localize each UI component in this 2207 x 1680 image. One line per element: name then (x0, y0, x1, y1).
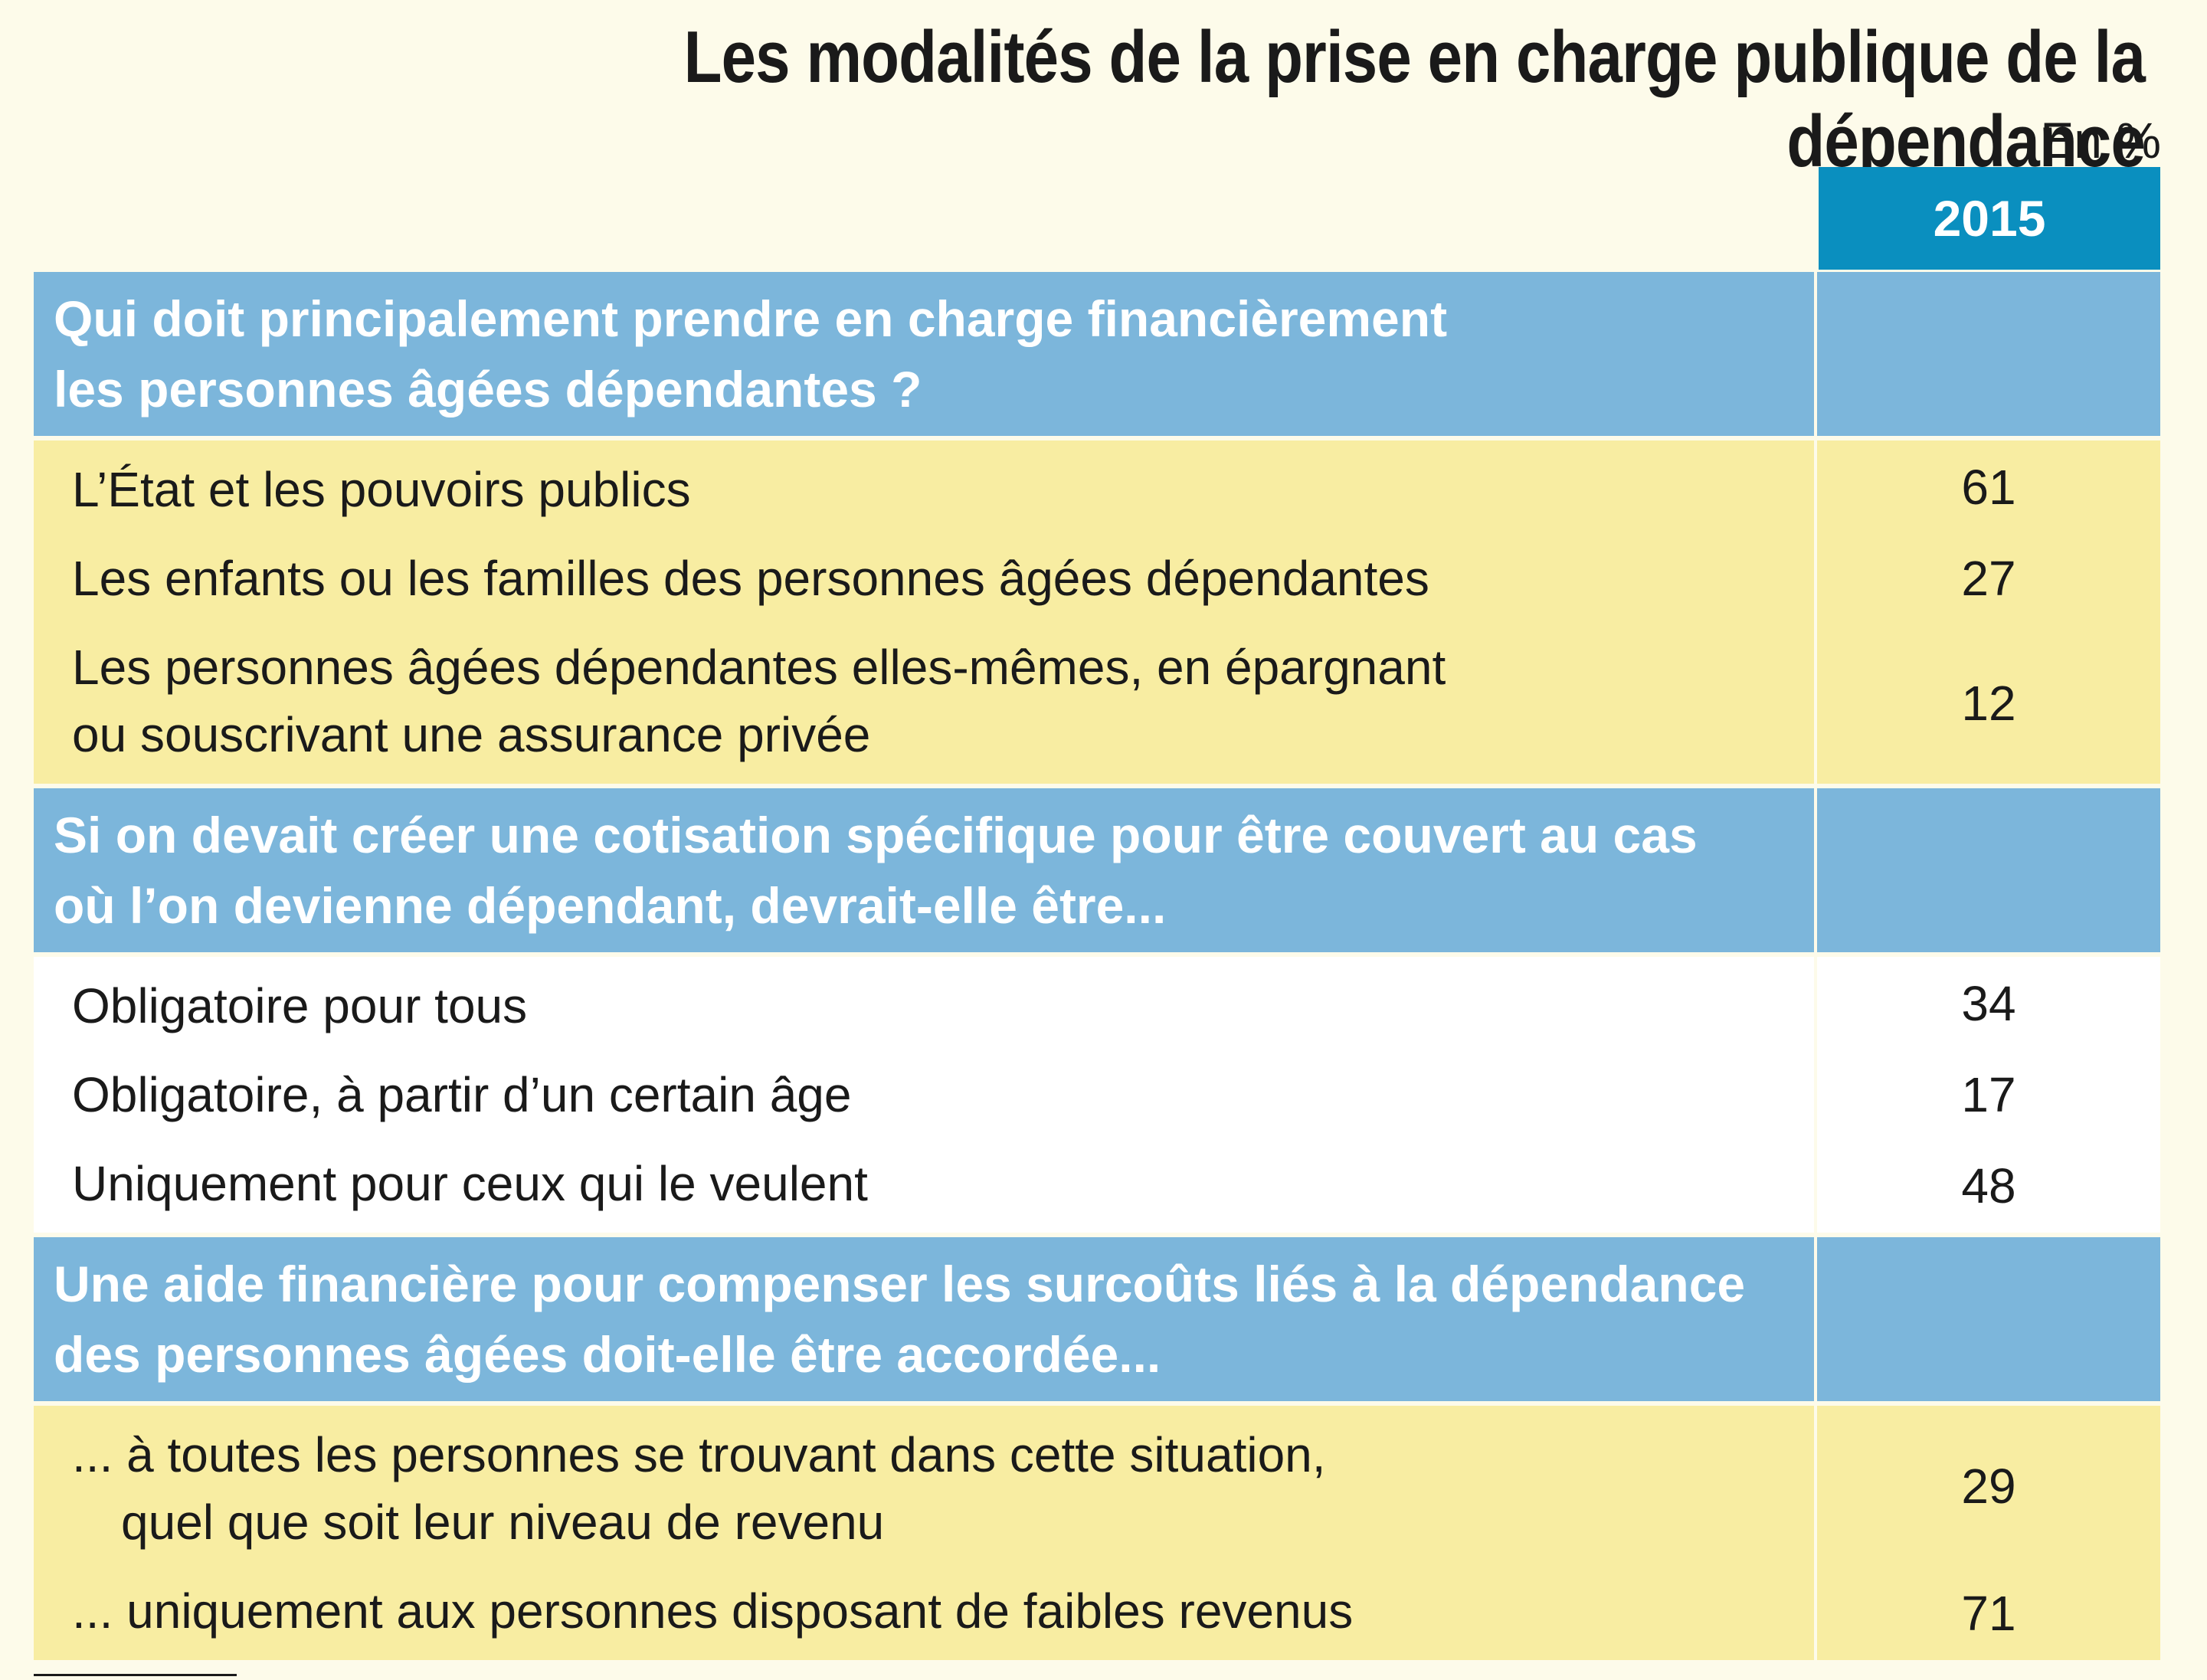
row-label: ... à toutes les personnes se trouvant d… (34, 1406, 1814, 1567)
question-label: Si on devait créer une cotisation spécif… (34, 788, 1814, 952)
row-value: 17 (1817, 1050, 2160, 1139)
column-header-2015: 2015 (1819, 167, 2160, 270)
table-row: L’État et les pouvoirs publics 61 (34, 440, 2160, 534)
table-row: Les personnes âgées dépendantes elles-mê… (34, 623, 2160, 784)
row-value: 48 (1817, 1139, 2160, 1233)
row-label-line: Les enfants ou les familles des personne… (72, 551, 1429, 606)
row-label: Obligatoire, à partir d’un certain âge (34, 1050, 1814, 1139)
question-label: Une aide financière pour compenser les s… (34, 1237, 1814, 1401)
row-label: Les enfants ou les familles des personne… (34, 534, 1814, 623)
row-value: 34 (1817, 957, 2160, 1050)
row-value: 12 (1817, 623, 2160, 784)
footer-rule (34, 1674, 237, 1676)
row-label-line: Obligatoire pour tous (72, 978, 528, 1033)
table-row: Obligatoire pour tous 34 (34, 957, 2160, 1050)
table-row: ... à toutes les personnes se trouvant d… (34, 1406, 2160, 1567)
row-label: Uniquement pour ceux qui le veulent (34, 1139, 1814, 1233)
question-value-cell (1817, 788, 2160, 952)
row-label: L’État et les pouvoirs publics (34, 440, 1814, 534)
question-row-3: Une aide financière pour compenser les s… (34, 1237, 2160, 1401)
answers-group-3: ... à toutes les personnes se trouvant d… (34, 1406, 2160, 1660)
row-value: 29 (1817, 1406, 2160, 1567)
question-line: Une aide financière pour compenser les s… (54, 1256, 1746, 1312)
unit-label: En % (2040, 112, 2161, 169)
table-row: Les enfants ou les familles des personne… (34, 534, 2160, 623)
row-label-line: quel que soit leur niveau de revenu (121, 1495, 885, 1550)
table-row: Uniquement pour ceux qui le veulent 48 (34, 1139, 2160, 1233)
question-line: Qui doit principalement prendre en charg… (54, 290, 1448, 347)
row-label-line: L’État et les pouvoirs publics (72, 462, 691, 517)
row-value: 27 (1817, 534, 2160, 623)
question-row-1: Qui doit principalement prendre en charg… (34, 272, 2160, 436)
row-value: 71 (1817, 1567, 2160, 1660)
row-value: 61 (1817, 440, 2160, 534)
question-label: Qui doit principalement prendre en charg… (34, 272, 1814, 436)
answers-group-2: Obligatoire pour tous 34 Obligatoire, à … (34, 957, 2160, 1233)
row-label: Obligatoire pour tous (34, 957, 1814, 1050)
question-value-cell (1817, 272, 2160, 436)
row-label-line: ... uniquement aux personnes disposant d… (72, 1583, 1354, 1639)
question-line: où l’on devienne dépendant, devrait-elle… (54, 877, 1167, 934)
row-label-line: Uniquement pour ceux qui le veulent (72, 1156, 868, 1211)
table-row: Obligatoire, à partir d’un certain âge 1… (34, 1050, 2160, 1139)
question-line: les personnes âgées dépendantes ? (54, 361, 922, 418)
question-line: des personnes âgées doit-elle être accor… (54, 1326, 1161, 1383)
table-row: ... uniquement aux personnes disposant d… (34, 1567, 2160, 1660)
data-table: Qui doit principalement prendre en charg… (34, 272, 2160, 1665)
chart-title: Les modalités de la prise en charge publ… (683, 16, 2146, 182)
answers-group-1: L’État et les pouvoirs publics 61 Les en… (34, 440, 2160, 784)
question-row-2: Si on devait créer une cotisation spécif… (34, 788, 2160, 952)
row-label-line: ou souscrivant une assurance privée (72, 707, 871, 762)
question-line: Si on devait créer une cotisation spécif… (54, 807, 1698, 863)
row-label-line: ... à toutes les personnes se trouvant d… (72, 1427, 1326, 1482)
row-label: Les personnes âgées dépendantes elles-mê… (34, 623, 1814, 784)
row-label: ... uniquement aux personnes disposant d… (34, 1567, 1814, 1660)
row-label-line: Les personnes âgées dépendantes elles-mê… (72, 640, 1446, 695)
row-label-line: Obligatoire, à partir d’un certain âge (72, 1067, 852, 1122)
question-value-cell (1817, 1237, 2160, 1401)
